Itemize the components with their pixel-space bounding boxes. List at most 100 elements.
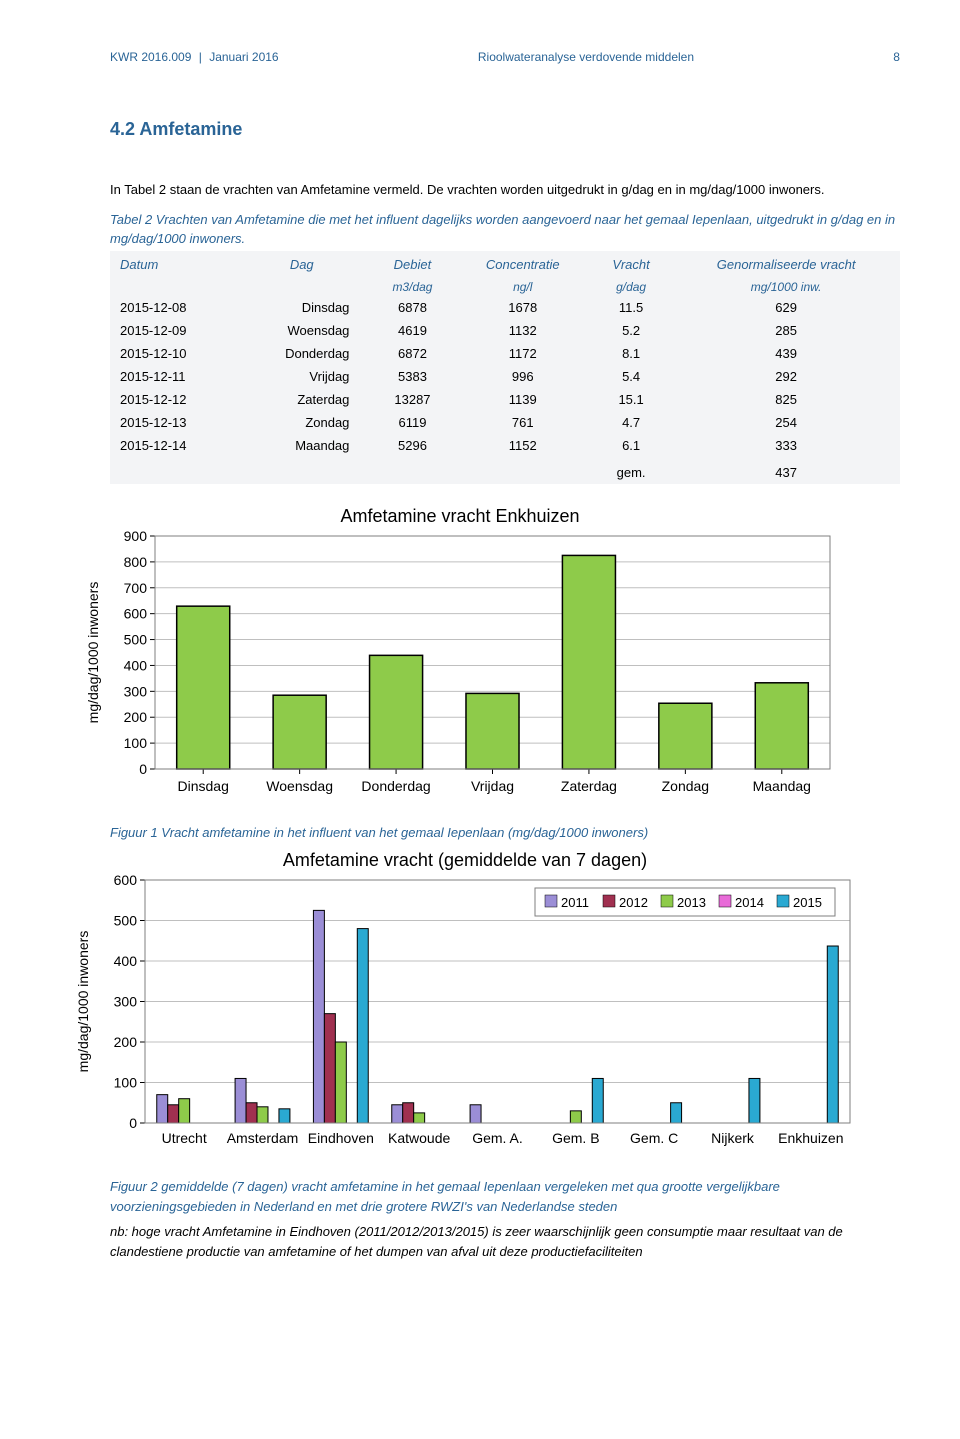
- unit-vracht: g/dag: [590, 274, 672, 296]
- table-cell: 5.2: [590, 319, 672, 342]
- table-cell: 761: [456, 411, 590, 434]
- svg-text:Amfetamine vracht (gemiddelde: Amfetamine vracht (gemiddelde van 7 dage…: [283, 850, 647, 870]
- table-cell: 6.1: [590, 434, 672, 457]
- col-dag: Dag: [234, 251, 369, 274]
- svg-text:2014: 2014: [735, 895, 764, 910]
- svg-text:Gem. A.: Gem. A.: [472, 1130, 523, 1146]
- vrachten-table: Datum Dag Debiet Concentratie Vracht Gen…: [110, 251, 900, 484]
- page-number: 8: [893, 50, 900, 64]
- svg-text:600: 600: [124, 605, 148, 621]
- table-cell: 2015-12-13: [110, 411, 234, 434]
- svg-text:2011: 2011: [561, 895, 589, 910]
- svg-text:Gem. B: Gem. B: [552, 1130, 599, 1146]
- table-cell: 15.1: [590, 388, 672, 411]
- table-cell: 1132: [456, 319, 590, 342]
- svg-text:900: 900: [124, 528, 148, 544]
- svg-text:Eindhoven: Eindhoven: [308, 1130, 374, 1146]
- table-cell: 333: [672, 434, 900, 457]
- svg-text:Zondag: Zondag: [662, 778, 709, 794]
- svg-text:400: 400: [124, 657, 148, 673]
- col-vracht: Vracht: [590, 251, 672, 274]
- col-debiet: Debiet: [369, 251, 455, 274]
- table-cell: 5296: [369, 434, 455, 457]
- svg-text:700: 700: [124, 579, 148, 595]
- svg-text:800: 800: [124, 553, 148, 569]
- svg-text:Nijkerk: Nijkerk: [711, 1130, 755, 1146]
- table-cell: 6119: [369, 411, 455, 434]
- svg-text:mg/dag/1000 inwoners: mg/dag/1000 inwoners: [85, 581, 101, 723]
- svg-text:2013: 2013: [677, 895, 706, 910]
- report-code: KWR 2016.009: [110, 50, 191, 64]
- svg-text:Vrijdag: Vrijdag: [471, 778, 514, 794]
- table-cell: 629: [672, 296, 900, 319]
- svg-text:2015: 2015: [793, 895, 822, 910]
- page-header: KWR 2016.009 | Januari 2016 Rioolwateran…: [110, 50, 900, 64]
- unit-norm: mg/1000 inw.: [672, 274, 900, 296]
- table-row: 2015-12-10Donderdag687211728.1439: [110, 342, 900, 365]
- table-units-row: m3/dag ng/l g/dag mg/1000 inw.: [110, 274, 900, 296]
- svg-text:Amsterdam: Amsterdam: [227, 1130, 299, 1146]
- table-cell: 254: [672, 411, 900, 434]
- table-cell: Woensdag: [234, 319, 369, 342]
- table-row: 2015-12-14Maandag529611526.1333: [110, 434, 900, 457]
- table-cell: 285: [672, 319, 900, 342]
- svg-text:Utrecht: Utrecht: [162, 1130, 207, 1146]
- svg-text:300: 300: [114, 994, 138, 1010]
- table-cell: Dinsdag: [234, 296, 369, 319]
- table-cell: 6872: [369, 342, 455, 365]
- table-cell: 2015-12-14: [110, 434, 234, 457]
- table-cell: Zondag: [234, 411, 369, 434]
- col-datum: Datum: [110, 251, 234, 274]
- table-cell: 6878: [369, 296, 455, 319]
- svg-text:200: 200: [124, 709, 148, 725]
- header-title: Rioolwateranalyse verdovende middelen: [478, 50, 694, 64]
- svg-text:300: 300: [124, 683, 148, 699]
- table-cell: 2015-12-08: [110, 296, 234, 319]
- table-cell: 13287: [369, 388, 455, 411]
- table-caption: Tabel 2 Vrachten van Amfetamine die met …: [110, 210, 900, 249]
- table-cell: 825: [672, 388, 900, 411]
- table-cell: Maandag: [234, 434, 369, 457]
- table-cell: 2015-12-11: [110, 365, 234, 388]
- svg-text:Donderdag: Donderdag: [361, 778, 430, 794]
- table-cell: 1139: [456, 388, 590, 411]
- figure2-caption: Figuur 2 gemiddelde (7 dagen) vracht amf…: [110, 1177, 900, 1216]
- col-concentratie: Concentratie: [456, 251, 590, 274]
- amfetamine-bar-chart: Amfetamine vracht Enkhuizen 0 100 200 300 400…: [80, 504, 840, 804]
- table-cell: 4619: [369, 319, 455, 342]
- table-row: 2015-12-12Zaterdag13287113915.1825: [110, 388, 900, 411]
- svg-text:Amfetamine vracht Enkhuizen: Amfetamine vracht Enkhuizen: [340, 506, 579, 526]
- table-cell: 1172: [456, 342, 590, 365]
- table-cell: 292: [672, 365, 900, 388]
- col-norm: Genormaliseerde vracht: [672, 251, 900, 274]
- svg-text:500: 500: [114, 913, 138, 929]
- intro-paragraph: In Tabel 2 staan de vrachten van Amfetam…: [110, 180, 900, 200]
- svg-text:400: 400: [114, 953, 138, 969]
- svg-text:0: 0: [129, 1115, 137, 1131]
- table-cell: 1152: [456, 434, 590, 457]
- svg-text:200: 200: [114, 1034, 138, 1050]
- svg-text:Zaterdag: Zaterdag: [561, 778, 617, 794]
- amfetamine-grouped-bar-chart: Amfetamine vracht (gemiddelde van 7 dage…: [70, 848, 860, 1158]
- table-row: 2015-12-11Vrijdag53839965.4292: [110, 365, 900, 388]
- chart2-wrap: Amfetamine vracht (gemiddelde van 7 dage…: [70, 848, 900, 1163]
- table-cell: 2015-12-09: [110, 319, 234, 342]
- gem-value: 437: [672, 457, 900, 484]
- table-row-gem: gem.437: [110, 457, 900, 484]
- svg-text:0: 0: [139, 761, 147, 777]
- table-cell: 5.4: [590, 365, 672, 388]
- table-cell: 5383: [369, 365, 455, 388]
- table-row: 2015-12-08Dinsdag6878167811.5629: [110, 296, 900, 319]
- svg-text:Dinsdag: Dinsdag: [178, 778, 229, 794]
- table-cell: 11.5: [590, 296, 672, 319]
- table-cell: Vrijdag: [234, 365, 369, 388]
- chart1-wrap: Amfetamine vracht Enkhuizen 0 100 200 300 400…: [80, 504, 900, 809]
- svg-text:100: 100: [124, 735, 148, 751]
- table-cell: Zaterdag: [234, 388, 369, 411]
- table-row: 2015-12-13Zondag61197614.7254: [110, 411, 900, 434]
- table-cell: 8.1: [590, 342, 672, 365]
- svg-text:Gem. C: Gem. C: [630, 1130, 678, 1146]
- table-cell: 439: [672, 342, 900, 365]
- table-cell: 2015-12-12: [110, 388, 234, 411]
- svg-text:2012: 2012: [619, 895, 648, 910]
